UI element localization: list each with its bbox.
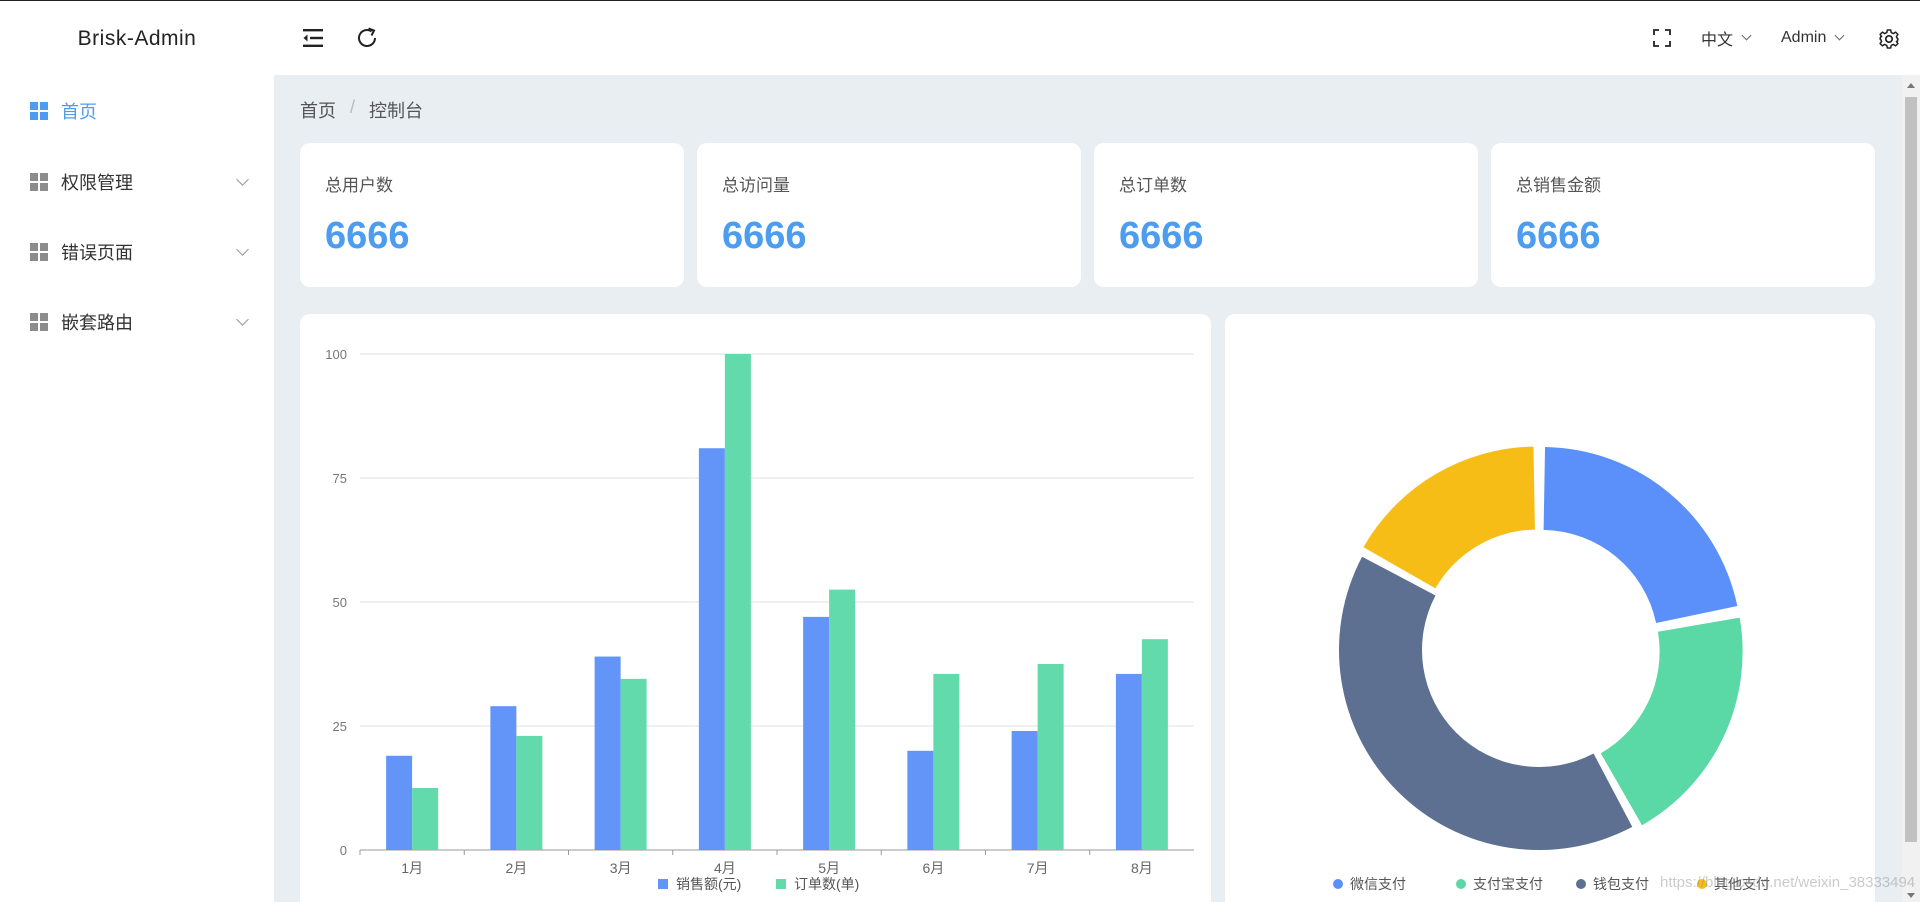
bar-sales[interactable]: [386, 755, 413, 850]
chevron-down-icon: [1741, 30, 1752, 41]
bar-orders[interactable]: [516, 735, 543, 850]
bar-sales[interactable]: [1011, 730, 1038, 850]
stat-card-visits: 总访问量 6666: [697, 143, 1081, 287]
x-tick-label: 5月: [818, 860, 840, 876]
legend-swatch[interactable]: [1576, 879, 1586, 889]
pie-chart-panel: 微信支付 支付宝支付 钱包支付 其他支付: [1225, 314, 1875, 902]
grid-icon: [30, 313, 48, 331]
sidebar-item-home[interactable]: 首页: [0, 83, 274, 139]
bar-orders[interactable]: [412, 788, 439, 850]
bar-orders[interactable]: [620, 678, 647, 850]
sidebar-item-label: 错误页面: [61, 243, 133, 263]
stat-value: 6666: [722, 215, 807, 257]
watermark: https://blog.csdn.net/weixin_38333494: [1660, 874, 1916, 891]
refresh-icon[interactable]: [354, 25, 380, 51]
legend-swatch[interactable]: [1456, 879, 1466, 889]
main-content: 首页 / 控制台 总用户数 6666 总访问量 6666 总订单数 6666 总…: [274, 75, 1902, 902]
scroll-up-arrow-icon[interactable]: [1907, 83, 1915, 88]
x-tick-label: 4月: [714, 860, 736, 876]
breadcrumb: 首页 / 控制台: [300, 97, 423, 123]
chevron-down-icon: [236, 173, 249, 186]
scrollbar-thumb[interactable]: [1905, 97, 1917, 842]
x-tick-label: 2月: [505, 860, 527, 876]
sidebar-item-label: 权限管理: [61, 173, 133, 193]
stat-value: 6666: [1516, 215, 1601, 257]
bar-orders[interactable]: [933, 673, 960, 850]
stat-label: 总订单数: [1119, 176, 1187, 195]
fullscreen-icon[interactable]: [1652, 28, 1672, 48]
bar-orders[interactable]: [829, 589, 856, 850]
page-scrollbar[interactable]: [1902, 75, 1920, 902]
top-header: 中文 Admin: [274, 1, 1920, 75]
y-tick-label: 75: [333, 471, 347, 486]
bar-sales[interactable]: [907, 750, 934, 850]
legend-label[interactable]: 订单数(单): [794, 876, 859, 892]
stat-label: 总用户数: [325, 176, 393, 195]
legend-label[interactable]: 支付宝支付: [1473, 876, 1543, 892]
pie-chart: 微信支付 支付宝支付 钱包支付 其他支付: [1333, 446, 1770, 892]
pie-slice[interactable]: [1600, 617, 1743, 826]
legend-label[interactable]: 微信支付: [1350, 876, 1406, 892]
sidebar-item-nested-routes[interactable]: 嵌套路由: [0, 294, 274, 350]
legend-label[interactable]: 其他支付: [1714, 876, 1770, 892]
sidebar-item-label: 嵌套路由: [61, 313, 133, 333]
x-tick-label: 3月: [610, 860, 632, 876]
gear-icon[interactable]: [1878, 28, 1900, 50]
legend-label[interactable]: 钱包支付: [1593, 876, 1649, 892]
bar-sales[interactable]: [490, 706, 517, 850]
stat-card-sales: 总销售金额 6666: [1491, 143, 1875, 287]
bar-chart-panel: 0 25 50 75 100 1月 2月 3月 4月 5月 6月 7月 8月销售额(元) 订单数(单): [300, 314, 1211, 902]
breadcrumb-current: 控制台: [369, 101, 424, 121]
chevron-down-icon: [236, 243, 249, 256]
y-tick-label: 25: [333, 719, 347, 734]
stat-label: 总访问量: [722, 176, 790, 195]
user-name: Admin: [1781, 29, 1827, 46]
pie-slice[interactable]: [1339, 556, 1633, 850]
bar-sales[interactable]: [803, 616, 830, 850]
x-tick-label: 7月: [1027, 860, 1049, 876]
app-logo-title: Brisk-Admin: [77, 27, 197, 50]
language-dropdown[interactable]: 中文: [1701, 1, 1752, 75]
stat-card-orders: 总订单数 6666: [1094, 143, 1478, 287]
bar-orders[interactable]: [1141, 639, 1168, 850]
legend-label[interactable]: 销售额(元): [676, 876, 741, 892]
legend-swatch[interactable]: [1333, 879, 1343, 889]
sidebar-item-error-pages[interactable]: 错误页面: [0, 224, 274, 280]
legend-swatch[interactable]: [776, 879, 786, 889]
sidebar-item-permissions[interactable]: 权限管理: [0, 154, 274, 210]
language-label: 中文: [1701, 32, 1734, 49]
stat-card-users: 总用户数 6666: [300, 143, 684, 287]
stat-label: 总销售金额: [1516, 176, 1601, 195]
stat-value: 6666: [325, 215, 410, 257]
pie-slice[interactable]: [1363, 446, 1535, 589]
grid-icon: [30, 102, 48, 120]
sidebar-item-label: 首页: [61, 102, 97, 122]
breadcrumb-home[interactable]: 首页: [300, 101, 336, 121]
sidebar: Brisk-Admin 首页 权限管理 错误页面 嵌套路由: [0, 1, 274, 902]
bar-sales[interactable]: [1115, 673, 1142, 850]
chevron-down-icon: [236, 313, 249, 326]
grid-icon: [30, 173, 48, 191]
bar-orders[interactable]: [1037, 664, 1064, 850]
bar-sales[interactable]: [698, 448, 725, 850]
x-tick-label: 6月: [922, 860, 944, 876]
x-tick-label: 8月: [1131, 860, 1153, 876]
pie-slice[interactable]: [1543, 446, 1738, 623]
grid-icon: [30, 243, 48, 261]
legend-swatch[interactable]: [1697, 879, 1707, 889]
user-dropdown[interactable]: Admin: [1781, 1, 1845, 75]
y-tick-label: 0: [340, 843, 347, 858]
breadcrumb-separator: /: [350, 97, 356, 117]
chevron-down-icon: [1834, 30, 1845, 41]
bar-sales[interactable]: [594, 656, 621, 850]
x-tick-label: 1月: [401, 860, 423, 876]
stat-value: 6666: [1119, 215, 1204, 257]
scroll-down-arrow-icon[interactable]: [1907, 893, 1915, 898]
legend-swatch[interactable]: [658, 879, 668, 889]
y-tick-label: 50: [333, 595, 347, 610]
bar-orders[interactable]: [724, 354, 751, 850]
y-tick-label: 100: [325, 347, 347, 362]
menu-fold-icon[interactable]: [301, 25, 327, 51]
